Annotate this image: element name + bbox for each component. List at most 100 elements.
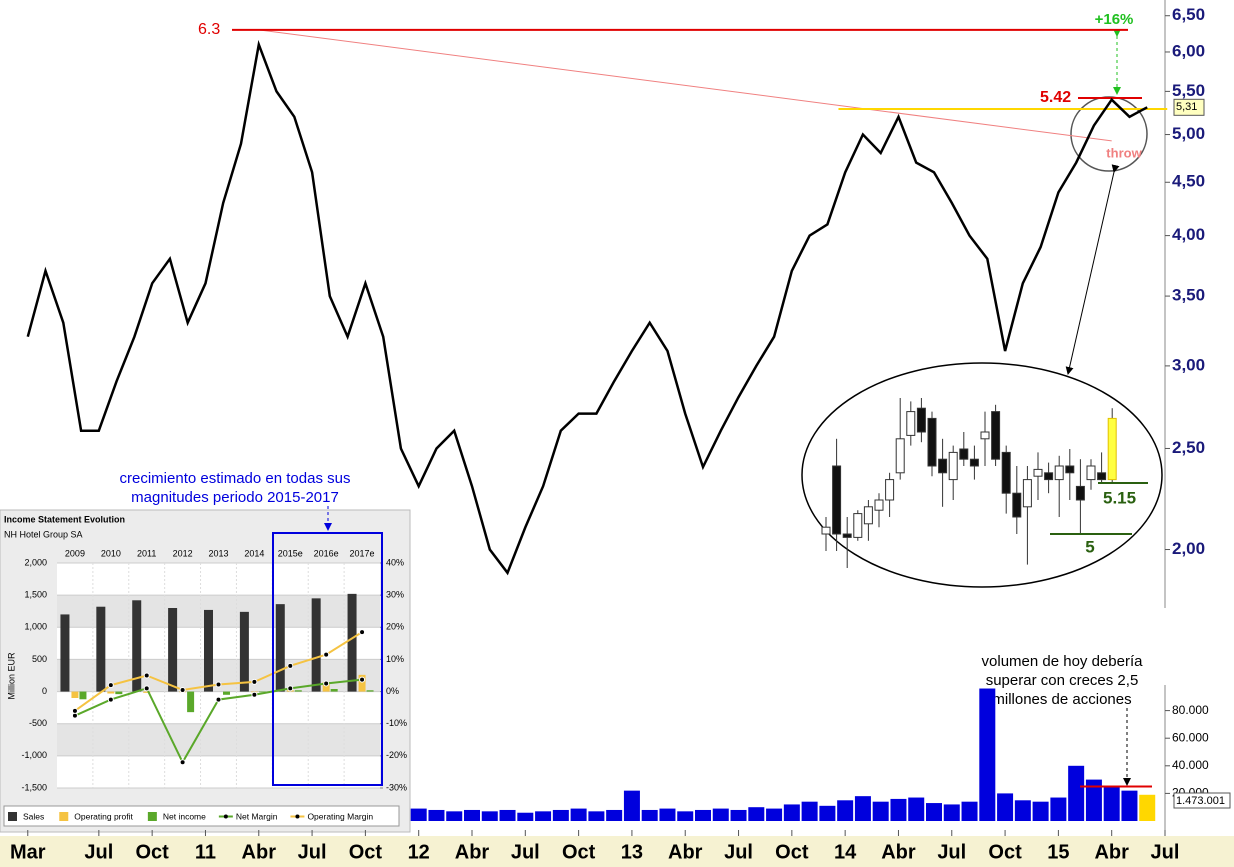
volume-bar [926,803,942,821]
candle-body [938,458,948,474]
x-tick-label: Abr [1094,841,1129,863]
legend-label: Sales [23,811,44,821]
candle-body [885,479,895,501]
y-tick-label: 6,50 [1172,5,1205,24]
price-line [26,39,1148,576]
inset-y-label: Million EUR [6,652,16,700]
x-tick-label: Jul [937,841,966,863]
legend-dot [223,814,228,819]
candle-body [1086,465,1096,481]
note: superar con creces 2,5 [986,672,1139,689]
legend-label: Net income [163,811,206,821]
x-tick-label: Jul [511,841,540,863]
inset-dot [215,696,222,703]
x-tick-label: Jul [724,841,753,863]
volume-bar [464,809,480,821]
inset-bar [71,691,79,698]
inset-bar [223,691,230,695]
y-tick-label: 6,00 [1172,41,1205,60]
inset-y-tick-label: 1,500 [24,590,47,600]
volume-bar [659,808,676,821]
candle-body [1054,465,1064,481]
inset-dot [359,676,366,683]
volume-bar [1050,797,1067,821]
inset-title: Income Statement Evolution [4,514,125,524]
x-tick-label: Abr [455,841,490,863]
zoom-arrow [1065,164,1120,375]
inset-dot [359,629,366,636]
inset-dot [251,691,258,698]
volume-bar [837,800,854,821]
volume-bar [1014,800,1031,821]
inset-bar [96,606,106,692]
inset-y2-tick-label: 20% [386,622,404,632]
candle-body [1033,468,1043,477]
y-tick-label: 4,00 [1172,225,1205,244]
inset-y2-tick-label: -20% [386,750,407,760]
resistance-label: 6.3 [198,21,220,38]
x-tick-label: 12 [408,841,430,863]
throw-label: throw [1106,145,1142,160]
inset-x-label: 2011 [137,548,156,558]
inset-bar [322,681,330,692]
inset-y2-tick-label: 30% [386,590,404,600]
y-tick-label: 5,50 [1172,81,1205,100]
x-tick-label: 14 [834,841,857,863]
volume-tick-label: 80.000 [1172,703,1209,717]
x-tick-label: Oct [988,841,1022,863]
candle-body [1022,479,1032,508]
candle-body [1044,472,1054,481]
note: magnitudes periodo 2015-2017 [131,489,339,506]
volume-bar [1085,779,1102,821]
volume-bar [961,801,978,821]
x-tick-label: Mar [10,841,46,863]
inset-y-tick-label: -1,500 [21,782,47,792]
volume-last-label: 1.473.001 [1176,795,1225,807]
candle-body [927,417,937,467]
candle-body [842,533,852,538]
trendline [258,29,1112,142]
inset-y2-tick-label: 10% [386,654,404,664]
target-label: 5.42 [1040,89,1071,106]
inset-dot [323,680,330,687]
inset-subtitle: NH Hotel Group SA [4,529,83,539]
volume-bar [712,808,729,821]
inset-dot [287,662,294,669]
x-tick-label: Abr [881,841,916,863]
volume-bar [730,809,747,821]
y-tick-label: 2,50 [1172,438,1205,457]
volume-bar [552,809,569,821]
x-tick-label: Oct [562,841,596,863]
volume-bar [695,809,711,821]
inset-y-tick-label: 0 [42,686,47,696]
volume-bar [641,809,658,821]
candle-body [991,411,1001,460]
volume-bar [819,805,836,821]
inset-bar [187,691,195,713]
y-tick-label: 2,00 [1172,539,1205,558]
inset-y-tick-label: 2,000 [24,557,47,567]
inset-x-label: 2014 [244,548,264,558]
volume-bar [410,808,427,821]
note: volumen de hoy debería [982,653,1144,670]
candle-body [874,499,884,511]
inset-y-tick-label: -500 [29,718,47,728]
date-axis-band [0,836,1234,867]
inset-y-tick-label: 500 [32,654,47,664]
legend-swatch [147,812,157,821]
inset-dot [143,685,150,692]
inset-dot [179,686,186,693]
inset-dot [143,672,150,679]
y-tick-label: 4,50 [1172,172,1205,191]
x-tick-label: 13 [621,841,643,863]
inset-bar [275,604,285,692]
x-tick-label: Abr [668,841,703,863]
note: crecimiento estimado en todas sus [120,470,351,487]
inset-bar [107,691,115,694]
volume-bar [783,804,800,821]
volume-last-box [1173,792,1231,809]
candle-body [959,448,969,460]
volume-bar [1139,794,1156,821]
volume-bar [997,793,1014,821]
inset-dot [323,651,330,658]
